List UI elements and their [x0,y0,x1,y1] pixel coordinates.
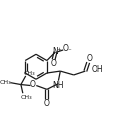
Text: OH: OH [92,65,104,74]
Text: CH₃: CH₃ [21,95,32,100]
Text: O: O [86,54,92,63]
Text: O: O [51,59,57,68]
Text: CH₃: CH₃ [0,80,11,85]
Text: +: + [56,47,61,52]
Text: O: O [44,99,50,108]
Text: NH: NH [53,81,64,90]
Text: O: O [62,45,68,53]
Text: CH₃: CH₃ [24,71,35,76]
Text: O: O [30,80,36,89]
Text: N: N [53,47,58,56]
Text: ⁻: ⁻ [67,48,71,54]
